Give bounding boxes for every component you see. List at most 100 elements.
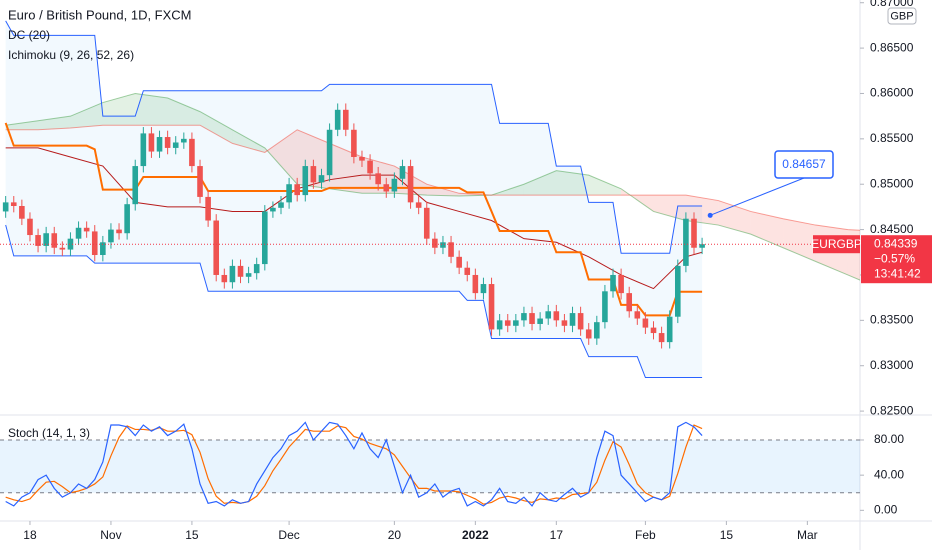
cloud-segment	[491, 184, 524, 196]
candle-body	[253, 264, 260, 274]
candle-body	[423, 207, 430, 239]
candle-body	[164, 137, 171, 148]
callout-box	[774, 150, 834, 179]
candle-body	[399, 166, 406, 179]
y-tick-label: 0.86000	[870, 86, 914, 100]
cloud-segment	[556, 170, 589, 196]
y-tick-label: 0.82500	[870, 403, 914, 417]
candle-body	[691, 218, 697, 248]
candle-body	[375, 173, 381, 185]
candle-body	[132, 166, 139, 205]
candle-body	[496, 320, 503, 330]
candle-body	[504, 320, 511, 326]
candle-body	[577, 313, 584, 330]
candle-body	[634, 311, 641, 319]
candle-body	[666, 316, 673, 343]
candle-body	[448, 242, 454, 257]
cloud-line	[5, 124, 860, 231]
candle-body	[326, 129, 333, 176]
candle-body	[294, 184, 300, 196]
cloud-segment	[523, 170, 557, 196]
cloud-segment	[653, 195, 686, 221]
candle-body	[286, 184, 292, 203]
cloud-segment	[102, 93, 136, 126]
candle-body	[569, 313, 576, 326]
candle-body	[302, 166, 309, 196]
stoch-label: Stoch (14, 1, 3)	[8, 426, 90, 440]
candle-body	[67, 238, 74, 250]
callout-connector	[710, 177, 805, 216]
candle-body	[51, 233, 58, 248]
candle-body	[683, 218, 689, 266]
candle-body	[237, 265, 244, 277]
candle-body	[650, 327, 657, 334]
candle-body	[35, 235, 41, 246]
candle-body	[100, 242, 106, 256]
candle-body	[545, 311, 552, 319]
cloud-segment	[750, 211, 784, 248]
y-tick-label: 0.86500	[870, 40, 914, 54]
candle-body	[83, 227, 90, 232]
candle-body	[407, 166, 414, 203]
y-tick-label: 0.87000	[870, 0, 914, 9]
y-tick-label: 0.85000	[870, 176, 914, 190]
candle-body	[658, 333, 665, 343]
candle-body	[156, 137, 163, 152]
candle-body	[140, 133, 147, 167]
cloud-segment	[135, 93, 168, 126]
x-tick-label: Feb	[635, 528, 656, 542]
y-tick-label: 0.83000	[870, 358, 914, 372]
candle-body	[415, 202, 422, 208]
x-tick-label: Mar	[797, 528, 818, 542]
change-label: −0.57%	[874, 251, 915, 265]
candle-body	[561, 320, 568, 326]
donchian-lower	[5, 224, 703, 379]
donchian-fill	[5, 20, 703, 378]
candle-body	[383, 184, 390, 192]
candle-body	[674, 265, 681, 317]
currency-label: GBP	[890, 10, 913, 22]
stoch-y-tick-label: 40.00	[874, 467, 904, 481]
candle-body	[148, 133, 155, 152]
candle-body	[318, 175, 325, 183]
candle-body	[488, 284, 495, 330]
candle-body	[351, 129, 357, 157]
stoch-band-fill	[0, 439, 860, 493]
axes: 0.825000.830000.835000.840000.845000.850…	[23, 0, 932, 542]
symbol-badge	[813, 235, 860, 254]
candle-body	[270, 207, 276, 212]
candle-body	[172, 142, 179, 148]
y-tick-label: 0.85500	[870, 131, 914, 145]
callout-point	[707, 212, 713, 218]
candle-body	[75, 227, 82, 239]
price-badge	[861, 235, 932, 284]
stoch-y-tick-label: 80.00	[874, 432, 904, 446]
x-tick-label: 18	[23, 528, 37, 542]
candle-body	[626, 293, 633, 312]
candle-body	[367, 160, 373, 174]
x-tick-label: 2022	[462, 528, 489, 542]
symbol-label: EURGBP	[811, 237, 862, 251]
candle-body	[221, 274, 228, 283]
cloud-segment	[232, 129, 265, 153]
donchian-basis	[4, 122, 703, 317]
candle-body	[610, 274, 616, 292]
stoch-y-tick-label: 0.00	[874, 502, 898, 516]
candle-body	[59, 247, 66, 250]
x-tick-label: Nov	[100, 528, 121, 542]
candle-body	[310, 166, 317, 183]
candle-body	[108, 229, 114, 243]
currency-badge	[887, 7, 917, 25]
candle-body	[181, 138, 187, 143]
x-tick-label: 15	[185, 528, 199, 542]
candle-body	[553, 311, 560, 321]
candle-body	[440, 242, 446, 248]
indicator-label: DC (20)	[8, 28, 50, 42]
candle-body	[480, 284, 487, 294]
candle-body	[391, 178, 398, 192]
candle-body	[189, 138, 195, 167]
candle-body	[124, 204, 130, 234]
candle-body	[618, 274, 624, 294]
